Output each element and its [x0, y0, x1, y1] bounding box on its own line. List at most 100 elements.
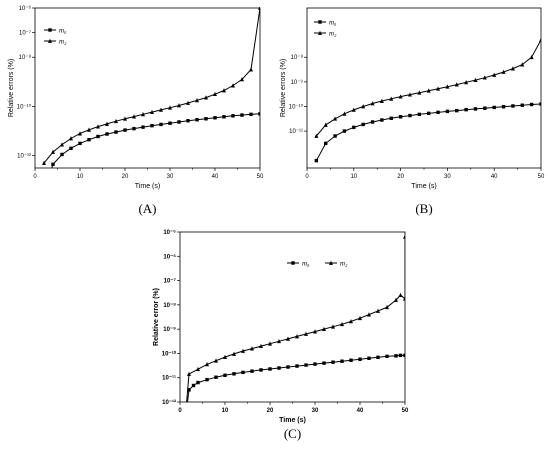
data-point [60, 152, 64, 157]
data-point [403, 234, 405, 239]
data-point [205, 362, 209, 367]
y-tick-label: 10⁻⁸ [19, 54, 32, 61]
data-point [295, 364, 299, 368]
data-point [168, 121, 172, 125]
legend: m₀ m₂ [44, 27, 67, 46]
data-point [342, 129, 347, 133]
data-point [398, 115, 403, 119]
y-tick-label: 10⁻⁹ [163, 327, 176, 333]
data-point [168, 105, 172, 110]
data-point [304, 363, 308, 367]
x-tick-label: 30 [444, 174, 451, 180]
data-point [114, 130, 118, 134]
data-point [314, 158, 319, 163]
data-point [69, 136, 73, 141]
legend-marker-triangle [318, 30, 322, 35]
x-axis-title: Time (s) [279, 417, 306, 424]
data-point [408, 113, 412, 118]
x-tick-label: 40 [491, 174, 498, 180]
data-point [539, 37, 541, 42]
data-point [322, 361, 326, 365]
y-tick-label: 10⁻⁹ [291, 79, 304, 86]
plot-area [186, 234, 405, 402]
data-point [277, 338, 281, 344]
data-point [177, 103, 181, 108]
data-point [417, 90, 422, 95]
data-point [187, 371, 191, 376]
data-point [358, 357, 362, 361]
x-tick-label: 50 [538, 174, 545, 180]
data-point [150, 123, 154, 128]
data-point [96, 134, 100, 139]
x-tick-label: 10 [350, 174, 357, 180]
data-point [473, 77, 478, 83]
data-point [214, 375, 218, 379]
chart-panel-c: 0 10 20 30 40 50 10⁻¹² 10⁻¹¹ 10⁻¹⁰ 10⁻⁹ 10⁻⁸ 10⁻⁷ 10… [153, 230, 409, 441]
data-point [223, 354, 227, 359]
data-point [370, 101, 375, 106]
data-point [159, 107, 163, 112]
data-point [249, 67, 253, 72]
data-point [277, 366, 281, 370]
data-point [105, 121, 109, 126]
x-tick-label: 30 [312, 408, 319, 414]
data-point [510, 66, 515, 71]
x-axis-title: Time (s) [411, 183, 436, 190]
data-point [204, 95, 208, 100]
data-point [331, 360, 335, 364]
data-point [385, 304, 389, 310]
data-point [258, 7, 260, 10]
data-point [473, 107, 478, 111]
plot-area [314, 37, 541, 163]
legend-label: m₀ [329, 19, 337, 27]
data-point [464, 80, 469, 85]
data-point [407, 92, 412, 97]
plot-frame [179, 231, 406, 403]
data-point [240, 113, 244, 117]
data-point [141, 125, 145, 129]
data-point [223, 373, 227, 377]
data-point [389, 96, 394, 101]
data-point [333, 116, 338, 121]
y-tick-label: 10⁻¹⁰ [162, 350, 177, 357]
y-tick-label: 10⁻⁷ [19, 30, 31, 37]
data-point [195, 98, 199, 103]
chart-panel-b: 0 10 20 30 40 50 10⁻¹¹ 10⁻¹⁰ 10⁻⁹ 10⁻⁸ Time (s) Rel… [280, 7, 545, 216]
legend-label: m₂ [340, 260, 348, 268]
data-point [213, 116, 217, 120]
data-point [426, 111, 431, 116]
data-point [313, 329, 317, 334]
data-point [69, 146, 73, 151]
x-tick-label: 0 [305, 174, 309, 180]
data-point [123, 128, 127, 132]
data-point [231, 83, 235, 88]
y-tick-label: 10⁻¹¹ [289, 129, 303, 135]
data-point [492, 105, 496, 110]
y-tick-label: 10⁻¹² [17, 154, 31, 160]
y-tick-label: 10⁻⁷ [164, 279, 177, 285]
data-point [349, 358, 353, 362]
data-point [313, 362, 317, 366]
data-point [150, 109, 154, 115]
data-point [222, 88, 226, 93]
data-point [501, 69, 506, 74]
data-point [361, 122, 365, 127]
y-tick-label: 10⁻¹⁰ [289, 103, 304, 110]
legend-marker-square [48, 28, 52, 32]
data-point [268, 341, 272, 346]
data-point [259, 368, 263, 372]
data-point [340, 359, 344, 363]
x-tick-label: 0 [33, 174, 37, 180]
data-point [379, 98, 384, 103]
legend-label: m₂ [59, 38, 67, 46]
data-point [520, 62, 525, 67]
data-point [204, 117, 208, 121]
legend-marker-square [291, 261, 295, 265]
data-point [394, 354, 398, 358]
data-point [436, 110, 440, 115]
legend-label: m₀ [59, 27, 67, 35]
data-point [258, 112, 260, 116]
data-point [250, 346, 254, 351]
data-point [60, 142, 64, 147]
